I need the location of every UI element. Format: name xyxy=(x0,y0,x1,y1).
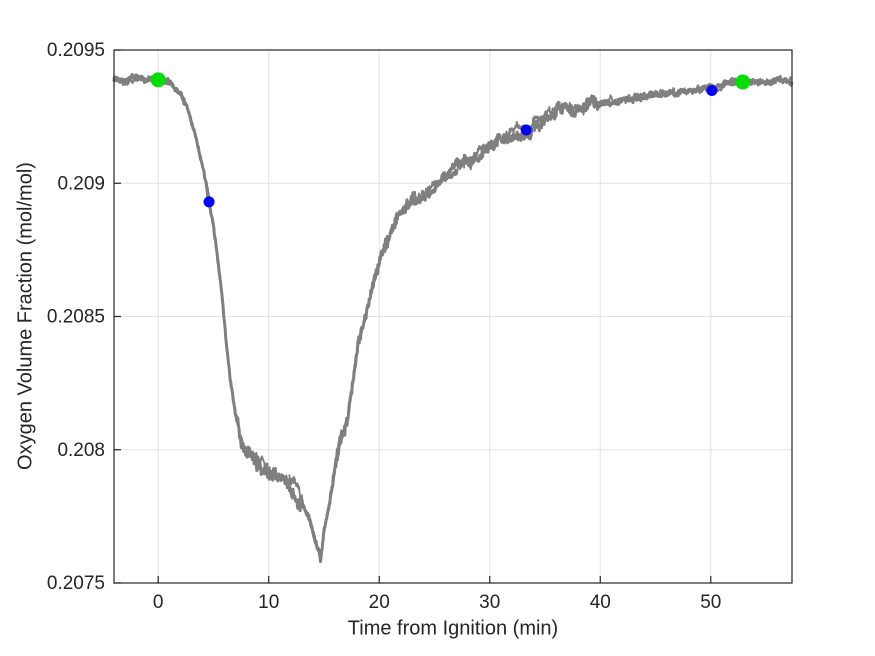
green-event-marker xyxy=(735,74,751,90)
x-tick-label: 40 xyxy=(590,592,611,613)
y-tick-label: 0.2085 xyxy=(47,307,105,328)
y-tick-label: 0.2095 xyxy=(47,40,105,61)
y-axis-label: Oxygen Volume Fraction (mol/mol) xyxy=(14,162,37,470)
x-tick-label: 30 xyxy=(479,592,500,613)
x-tick-label: 10 xyxy=(258,592,279,613)
data-trace xyxy=(112,73,794,564)
y-tick-label: 0.208 xyxy=(57,440,105,461)
x-tick-label: 50 xyxy=(700,592,721,613)
blue-event-marker xyxy=(203,196,215,208)
data-trace xyxy=(113,75,793,559)
x-axis-label: Time from Ignition (min) xyxy=(347,617,559,640)
blue-event-marker xyxy=(520,124,532,136)
blue-event-marker xyxy=(706,85,718,97)
y-tick-label: 0.209 xyxy=(57,173,105,194)
y-tick-label: 0.2075 xyxy=(47,573,105,594)
x-tick-label: 0 xyxy=(153,592,164,613)
green-event-marker xyxy=(150,72,166,88)
x-tick-label: 20 xyxy=(369,592,390,613)
